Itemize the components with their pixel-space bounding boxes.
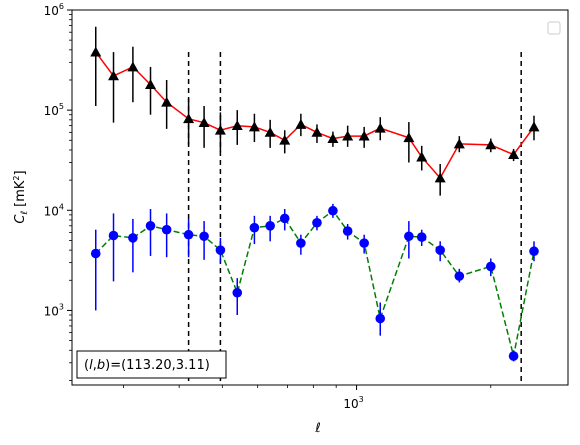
series-0-point bbox=[127, 61, 139, 72]
x-axis-label: ℓ bbox=[314, 421, 320, 436]
y-tick-exponent: 5 bbox=[59, 102, 64, 111]
series-1-point bbox=[416, 232, 427, 242]
series-1-point bbox=[375, 313, 386, 324]
x-tick-base: 10 bbox=[343, 397, 358, 411]
y-axis-label-main: C bbox=[13, 214, 28, 224]
series-0-point bbox=[248, 121, 260, 132]
series-0-point bbox=[327, 133, 339, 143]
series-1-point bbox=[279, 213, 290, 224]
series-1-point bbox=[108, 230, 119, 241]
y-tick-base: 10 bbox=[44, 4, 59, 18]
series-0-point bbox=[90, 46, 102, 57]
series-0-point bbox=[231, 120, 243, 131]
series-1-point bbox=[529, 246, 539, 257]
series-0-point bbox=[183, 113, 195, 124]
y-tick-exponent: 3 bbox=[59, 302, 64, 311]
series-1-point bbox=[90, 248, 101, 259]
series-1-point bbox=[199, 231, 209, 242]
y-tick-base: 10 bbox=[44, 104, 59, 118]
series-1-point bbox=[296, 238, 306, 248]
y-tick-label: 104 bbox=[44, 202, 64, 218]
series-1-point bbox=[249, 222, 260, 233]
series-1-point bbox=[312, 217, 322, 228]
y-axis-label-sub: ℓ bbox=[20, 211, 30, 216]
series-1-point bbox=[145, 220, 156, 231]
series-0-point bbox=[434, 172, 446, 183]
series-0-point bbox=[485, 139, 497, 150]
y-tick-label: 106 bbox=[44, 2, 64, 18]
series-0-point bbox=[108, 70, 120, 81]
series-0-point bbox=[161, 96, 173, 107]
series-1-point bbox=[508, 351, 519, 361]
series-0-point bbox=[453, 138, 465, 149]
annotation-b: b bbox=[97, 358, 105, 373]
y-tick-exponent: 6 bbox=[59, 2, 64, 11]
y-tick-base: 10 bbox=[44, 304, 59, 318]
series-0-point bbox=[264, 126, 276, 137]
series-0-point bbox=[311, 126, 323, 137]
y-axis-label-unit-open: [mK bbox=[13, 180, 28, 207]
y-tick-base: 10 bbox=[44, 204, 59, 218]
y-tick-label: 105 bbox=[44, 102, 64, 118]
y-axis-label-unit-close: ] bbox=[13, 170, 28, 175]
series-0-point bbox=[279, 134, 291, 145]
series-1-point bbox=[265, 220, 275, 231]
series-0-point bbox=[358, 130, 370, 141]
series-0-point bbox=[145, 79, 157, 89]
legend-box bbox=[547, 21, 561, 35]
annotation-text: (l,b)=(113.20,3.11) bbox=[84, 358, 210, 373]
series-1-point bbox=[161, 224, 172, 235]
series-1-point bbox=[404, 231, 414, 242]
series-1-point bbox=[454, 271, 465, 281]
series-0-point bbox=[374, 122, 386, 133]
series-1-point bbox=[232, 287, 243, 298]
series-1-point bbox=[342, 226, 353, 236]
series-1-point bbox=[128, 233, 138, 243]
series-1-point bbox=[485, 261, 496, 272]
series-1-point bbox=[215, 245, 226, 255]
annotation-box bbox=[76, 350, 227, 379]
x-tick-exponent: 3 bbox=[359, 395, 364, 404]
series-0-point bbox=[528, 121, 540, 132]
series-0-point bbox=[342, 130, 354, 141]
series-0-point bbox=[416, 151, 428, 162]
series-1-point bbox=[328, 205, 338, 216]
x-tick-label: 103 bbox=[343, 395, 363, 411]
series-1-point bbox=[359, 238, 369, 248]
axes-frame bbox=[71, 9, 569, 386]
annotation-l: l bbox=[89, 358, 93, 373]
series-1-point bbox=[183, 229, 194, 240]
y-tick-label: 103 bbox=[44, 302, 64, 318]
series-0-point bbox=[508, 149, 520, 159]
series-0-point bbox=[198, 117, 210, 128]
plot-area bbox=[90, 26, 540, 385]
y-axis-label: Cℓ [mK2] bbox=[12, 170, 30, 223]
series-0-point bbox=[403, 132, 415, 143]
series-0-point bbox=[295, 118, 307, 129]
y-axis-label-unit-sup: 2 bbox=[12, 175, 21, 180]
y-tick-exponent: 4 bbox=[59, 202, 64, 211]
series-0-point bbox=[214, 124, 226, 135]
series-1-point bbox=[435, 245, 445, 255]
annotation-value: =(113.20,3.11) bbox=[110, 358, 210, 373]
